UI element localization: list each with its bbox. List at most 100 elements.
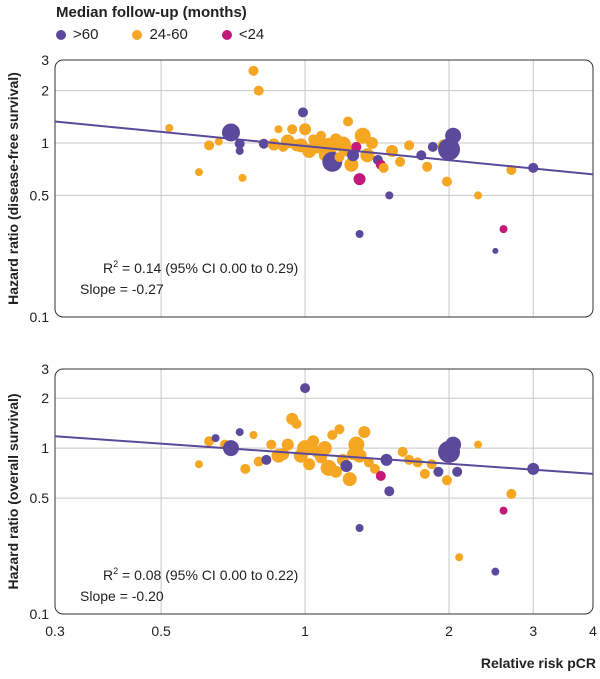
panel-2-xtick-label-4: 3 bbox=[529, 623, 537, 639]
panel-1-point-10 bbox=[258, 138, 269, 149]
panel-2-point-13 bbox=[281, 438, 294, 451]
panel-2-xtick-label-1: 0.5 bbox=[151, 623, 171, 639]
panel-1-point-23 bbox=[316, 130, 327, 141]
panel-1-point-52 bbox=[445, 127, 462, 144]
legend-dot-under-24 bbox=[221, 29, 232, 40]
panel-2-point-52 bbox=[474, 440, 483, 449]
panel-2-regression-line bbox=[54, 435, 594, 475]
panel-1-point-54 bbox=[474, 191, 483, 200]
panel-2-point-37 bbox=[369, 463, 380, 474]
panel-2-point-46 bbox=[433, 466, 444, 477]
legend-label-under-24: <24 bbox=[238, 26, 265, 43]
panel-2-point-32 bbox=[348, 436, 365, 453]
panel-1-point-19 bbox=[299, 123, 312, 136]
panel-2-point-0 bbox=[194, 460, 203, 469]
panel-2-point-6 bbox=[240, 463, 251, 474]
panel-1-annotation-slope: Slope = -0.27 bbox=[80, 281, 164, 297]
panel-2-point-26 bbox=[329, 465, 342, 478]
panel-1-point-35 bbox=[353, 173, 366, 186]
panel-1-point-45 bbox=[395, 156, 406, 167]
panel-1-point-34 bbox=[351, 141, 362, 152]
panel-2-point-42 bbox=[404, 454, 415, 465]
panel-2-xtick-label-5: 4 bbox=[589, 623, 597, 639]
panel-2-xlabel: Relative risk pCR bbox=[481, 655, 596, 671]
panel-1-point-43 bbox=[385, 191, 394, 200]
panel-2-point-29 bbox=[340, 460, 353, 473]
panel-2-frame bbox=[54, 368, 594, 615]
panel-1-point-1 bbox=[194, 168, 203, 177]
panel-1-point-7 bbox=[238, 173, 247, 182]
panel-1-annotation-r2: R2 = 0.14 (95% CI 0.00 to 0.29) bbox=[103, 259, 298, 276]
legend-label-over-60: >60 bbox=[73, 26, 99, 43]
panel-2-point-2 bbox=[211, 434, 220, 443]
legend-dot-24-60 bbox=[132, 29, 143, 40]
legend-items: >60 24-60 <24 bbox=[56, 26, 298, 43]
panel-1-point-5 bbox=[234, 138, 245, 149]
panel-1-point-42 bbox=[378, 162, 389, 173]
panel-2-point-8 bbox=[253, 456, 264, 467]
panel-1-point-48 bbox=[422, 161, 433, 172]
panel-2-point-27 bbox=[334, 424, 345, 435]
panel-1-point-15 bbox=[287, 124, 298, 135]
legend-item-24-60: 24-60 bbox=[132, 26, 188, 43]
panel-2-point-34 bbox=[355, 523, 364, 532]
panel-2-point-33 bbox=[352, 448, 367, 463]
panel-1-point-12 bbox=[274, 125, 283, 134]
panel-2-point-30 bbox=[342, 472, 357, 487]
panel-2-ytick-label-3: 2 bbox=[41, 390, 49, 406]
panel-1-point-39 bbox=[365, 137, 378, 150]
panel-2-point-7 bbox=[249, 431, 258, 440]
panel-1-point-4 bbox=[221, 123, 240, 142]
panel-2-point-41 bbox=[397, 446, 408, 457]
panel-2-point-50 bbox=[452, 466, 463, 477]
panel-1-point-18 bbox=[297, 107, 308, 118]
panel-2-point-5 bbox=[235, 428, 244, 437]
panel-2-point-9 bbox=[261, 454, 272, 465]
legend-label-24-60: 24-60 bbox=[149, 26, 188, 43]
panel-1-point-55 bbox=[492, 247, 499, 254]
panel-1-point-33 bbox=[347, 149, 360, 162]
panel-2-point-25 bbox=[327, 430, 338, 441]
panel-2-point-1 bbox=[204, 436, 215, 447]
panel-1-ytick-label-1: 0.5 bbox=[30, 187, 50, 203]
panel-2-ytick-label-0: 0.1 bbox=[30, 606, 50, 622]
panel-2-point-53 bbox=[491, 567, 500, 576]
panel-1-point-53 bbox=[441, 176, 452, 187]
panel-1-point-0 bbox=[165, 123, 174, 132]
panel-2-point-17 bbox=[300, 383, 311, 394]
panel-1-point-38 bbox=[360, 148, 375, 163]
panel-2-point-36 bbox=[363, 457, 374, 468]
panel-2-ytick-label-4: 3 bbox=[41, 361, 49, 377]
panel-1-point-46 bbox=[404, 140, 415, 151]
panel-2-point-49 bbox=[445, 436, 462, 453]
panel-2-point-55 bbox=[506, 488, 517, 499]
panel-2-xtick-label-0: 0.3 bbox=[45, 623, 65, 639]
panel-1-point-37 bbox=[354, 127, 371, 144]
panel-1-ytick-label-2: 1 bbox=[41, 135, 49, 151]
panel-2-point-45 bbox=[426, 459, 437, 470]
panel-2-annotation-slope: Slope = -0.20 bbox=[80, 588, 164, 604]
panel-2-point-40 bbox=[384, 486, 395, 497]
panel-1-ylabel: Hazard ratio (disease-free survival) bbox=[5, 72, 21, 305]
panel-2-ytick-label-2: 1 bbox=[41, 440, 49, 456]
panel-1-point-56 bbox=[499, 225, 508, 234]
panel-1-point-3 bbox=[214, 137, 223, 146]
panel-2-point-15 bbox=[291, 418, 302, 429]
panel-2-xtick-label-3: 2 bbox=[445, 623, 453, 639]
panel-1-point-36 bbox=[355, 229, 364, 238]
panel-2-point-23 bbox=[317, 441, 332, 456]
panel-1-point-2 bbox=[204, 140, 215, 151]
panel-2-ytick-label-1: 0.5 bbox=[30, 490, 50, 506]
panel-1-ytick-label-3: 2 bbox=[41, 83, 49, 99]
panel-1-ytick-label-0: 0.1 bbox=[30, 309, 50, 325]
panel-2-point-35 bbox=[358, 426, 371, 439]
panel-2-point-54 bbox=[499, 506, 508, 515]
panel-2-point-44 bbox=[419, 468, 430, 479]
panel-1-point-51 bbox=[438, 138, 461, 161]
panel-2-point-19 bbox=[303, 458, 316, 471]
panel-2-point-51 bbox=[455, 553, 464, 562]
panel-1-point-32 bbox=[344, 157, 359, 172]
panel-1-ytick-label-4: 3 bbox=[41, 52, 49, 68]
panel-2-point-20 bbox=[307, 435, 320, 448]
panel-1-point-8 bbox=[248, 65, 259, 76]
